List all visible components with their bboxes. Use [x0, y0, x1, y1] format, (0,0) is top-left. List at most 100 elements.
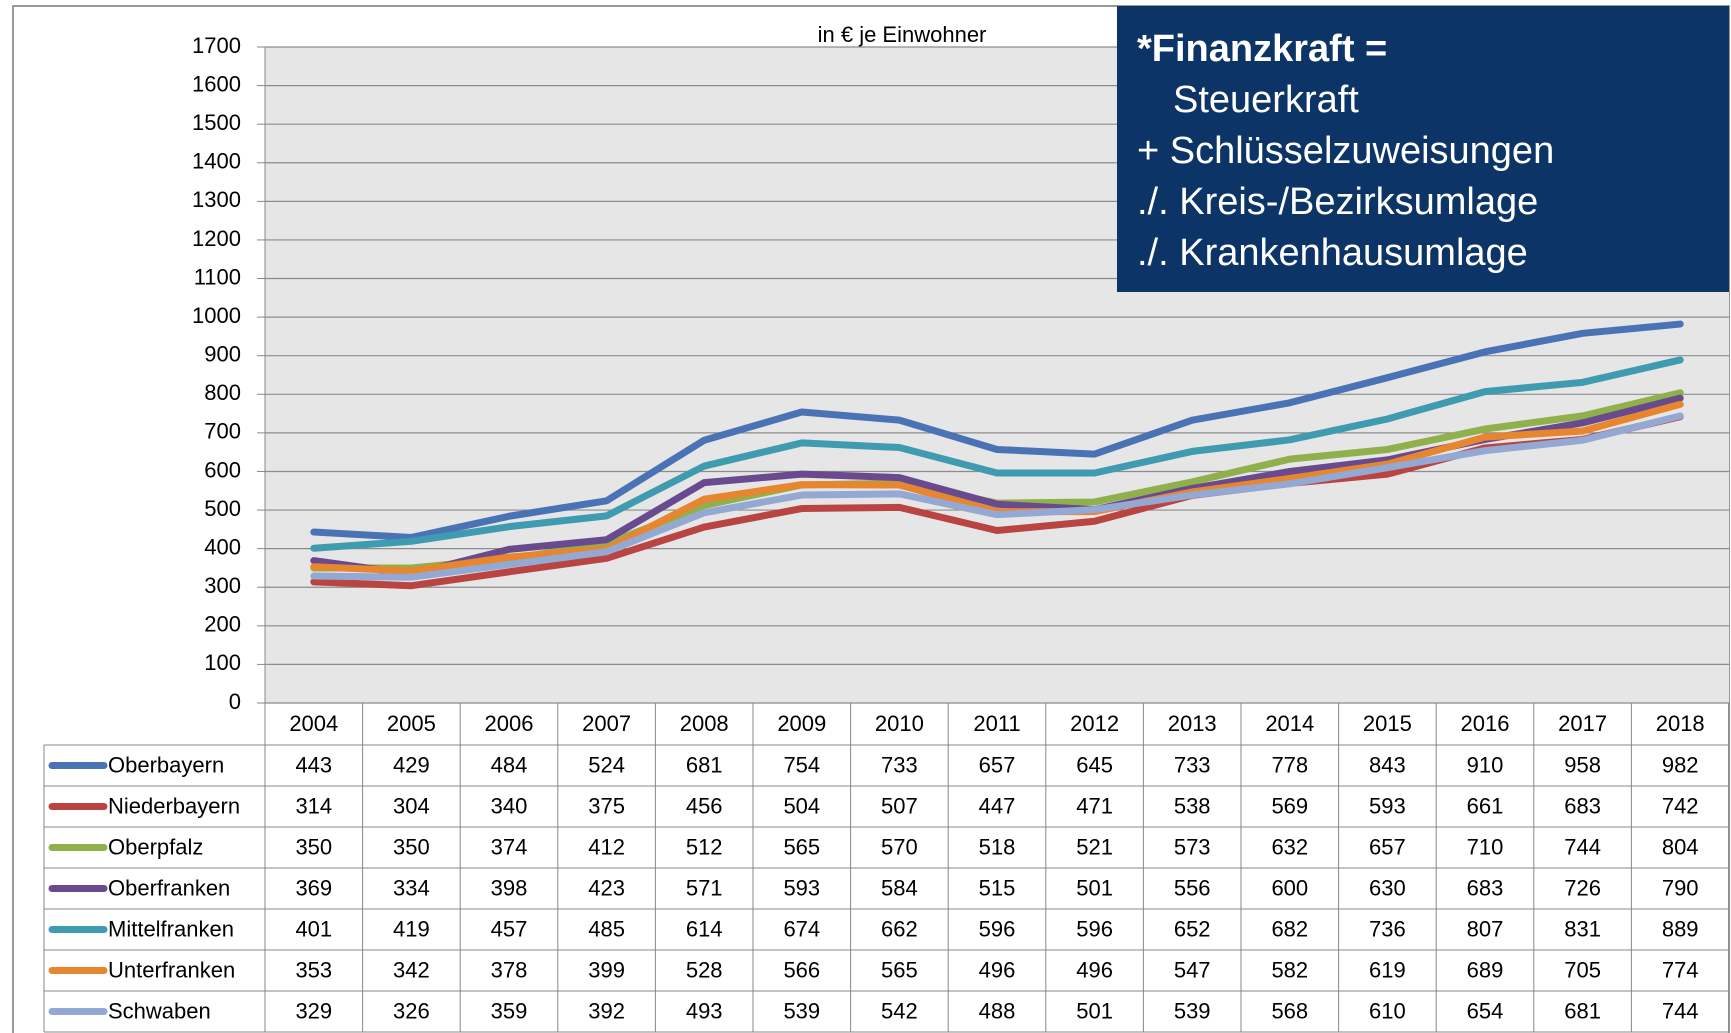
y-tick-label: 400 — [204, 534, 241, 559]
table-value: 596 — [1076, 916, 1113, 941]
table-value: 790 — [1662, 875, 1699, 900]
table-value: 556 — [1174, 875, 1211, 900]
series-line — [310, 412, 1684, 581]
x-tick-label: 2016 — [1461, 711, 1510, 736]
table-value: 645 — [1076, 752, 1113, 777]
table-value: 457 — [491, 916, 528, 941]
table-value: 568 — [1271, 998, 1308, 1023]
table-value: 314 — [295, 793, 332, 818]
y-tick-label: 300 — [204, 573, 241, 598]
table-value: 958 — [1564, 752, 1601, 777]
table-value: 982 — [1662, 752, 1699, 777]
legend-label: Oberpfalz — [108, 834, 203, 859]
table-value: 539 — [1174, 998, 1211, 1023]
table-value: 910 — [1467, 752, 1504, 777]
series-line — [310, 320, 1684, 541]
table-value: 683 — [1467, 875, 1504, 900]
table-value: 566 — [783, 957, 820, 982]
table-value: 744 — [1662, 998, 1699, 1023]
table-value: 632 — [1271, 834, 1308, 859]
table-value: 831 — [1564, 916, 1601, 941]
table-value: 485 — [588, 916, 625, 941]
table-value: 619 — [1369, 957, 1406, 982]
table-value: 340 — [491, 793, 528, 818]
table-value: 374 — [491, 834, 528, 859]
y-tick-label: 700 — [204, 419, 241, 444]
y-tick-label: 1300 — [192, 187, 241, 212]
table-value: 412 — [588, 834, 625, 859]
table-value: 353 — [295, 957, 332, 982]
table-value: 569 — [1271, 793, 1308, 818]
table-value: 565 — [881, 957, 918, 982]
info-line: + Schlüsselzuweisungen — [1137, 130, 1555, 172]
legend-label: Oberbayern — [108, 752, 224, 777]
chart-subtitle: in € je Einwohner — [818, 22, 987, 47]
y-tick-label: 200 — [204, 612, 241, 637]
x-tick-label: 2013 — [1168, 711, 1217, 736]
info-line: ./. Kreis-/Bezirksumlage — [1137, 181, 1539, 223]
table-value: 689 — [1467, 957, 1504, 982]
y-tick-label: 1500 — [192, 110, 241, 135]
table-value: 661 — [1467, 793, 1504, 818]
table-value: 350 — [393, 834, 430, 859]
y-tick-label: 1700 — [192, 33, 241, 58]
y-tick-label: 800 — [204, 380, 241, 405]
y-tick-label: 600 — [204, 457, 241, 482]
table-value: 584 — [881, 875, 918, 900]
table-value: 471 — [1076, 793, 1113, 818]
table-value: 726 — [1564, 875, 1601, 900]
table-value: 705 — [1564, 957, 1601, 982]
table-value: 456 — [686, 793, 723, 818]
table-value: 681 — [1564, 998, 1601, 1023]
table-value: 539 — [783, 998, 820, 1023]
table-value: 447 — [979, 793, 1016, 818]
table-value: 512 — [686, 834, 723, 859]
x-tick-label: 2008 — [680, 711, 729, 736]
table-value: 369 — [295, 875, 332, 900]
x-tick-label: 2005 — [387, 711, 436, 736]
table-value: 334 — [393, 875, 430, 900]
table-value: 378 — [491, 957, 528, 982]
table-value: 429 — [393, 752, 430, 777]
table-value: 600 — [1271, 875, 1308, 900]
table-value: 682 — [1271, 916, 1308, 941]
table-value: 889 — [1662, 916, 1699, 941]
x-tick-label: 2010 — [875, 711, 924, 736]
table-value: 573 — [1174, 834, 1211, 859]
table-value: 518 — [979, 834, 1016, 859]
x-tick-label: 2011 — [973, 711, 1020, 736]
table-value: 582 — [1271, 957, 1308, 982]
table-value: 496 — [979, 957, 1016, 982]
y-tick-label: 0 — [229, 689, 241, 714]
table-value: 524 — [588, 752, 625, 777]
table-value: 804 — [1662, 834, 1699, 859]
legend-label: Schwaben — [108, 998, 211, 1023]
table-value: 401 — [295, 916, 332, 941]
info-title: *Finanzkraft = — [1137, 28, 1388, 70]
table-value: 683 — [1564, 793, 1601, 818]
table-value: 736 — [1369, 916, 1406, 941]
legend-label: Niederbayern — [108, 793, 240, 818]
table-value: 359 — [491, 998, 528, 1023]
series-line — [310, 356, 1684, 552]
table-value: 329 — [295, 998, 332, 1023]
table-value: 398 — [491, 875, 528, 900]
table-value: 501 — [1076, 998, 1113, 1023]
y-tick-label: 500 — [204, 496, 241, 521]
y-tick-label: 1200 — [192, 226, 241, 251]
table-value: 443 — [295, 752, 332, 777]
info-line: ./. Krankenhausumlage — [1137, 232, 1528, 274]
table-value: 392 — [588, 998, 625, 1023]
table-value: 614 — [686, 916, 723, 941]
table-value: 504 — [783, 793, 820, 818]
table-value: 733 — [1174, 752, 1211, 777]
x-tick-label: 2004 — [289, 711, 338, 736]
x-tick-label: 2009 — [777, 711, 826, 736]
table-value: 657 — [979, 752, 1016, 777]
table-value: 547 — [1174, 957, 1211, 982]
table-value: 744 — [1564, 834, 1601, 859]
table-value: 528 — [686, 957, 723, 982]
table-value: 674 — [783, 916, 820, 941]
table-value: 488 — [979, 998, 1016, 1023]
